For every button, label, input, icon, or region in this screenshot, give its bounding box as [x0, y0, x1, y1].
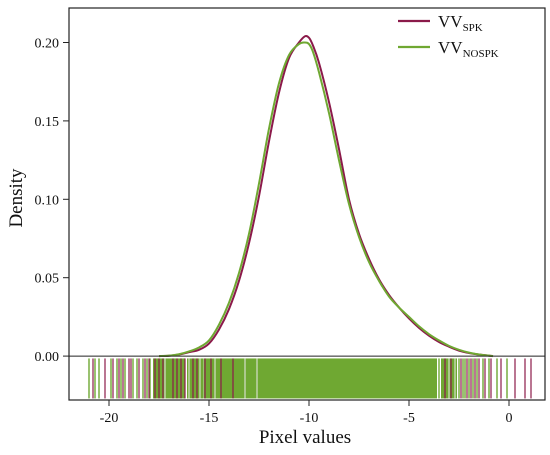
x-tick-label: -15	[200, 411, 219, 426]
density-line-nospk	[158, 41, 494, 358]
rug-green-band-0	[153, 358, 185, 399]
x-axis-label: Pixel values	[259, 427, 351, 448]
y-tick-label: 0.00	[35, 350, 60, 365]
axis-layer: 0.00 0.05 0.10 0.15 0.20 -20 -15 -10 -5 0 Pixel va…	[6, 7, 546, 448]
y-tick-label: 0.20	[35, 36, 60, 51]
x-tick-label: -20	[100, 411, 119, 426]
rug-green-band-2	[205, 358, 437, 399]
rug-layer	[88, 358, 532, 399]
y-tick-label: 0.10	[35, 193, 60, 208]
y-tick-label: 0.05	[35, 272, 60, 287]
x-tick-label: -10	[300, 411, 319, 426]
curve-layer	[158, 34, 494, 358]
y-axis-label: Density	[6, 168, 27, 228]
legend-label-spk: VVSPK	[438, 12, 483, 34]
x-tick-label: 0	[506, 411, 513, 426]
x-tick-label: -5	[403, 411, 415, 426]
legend: VVSPK VVNOSPK	[398, 12, 499, 60]
legend-label-nospk: VVNOSPK	[438, 38, 499, 60]
y-tick-label: 0.15	[35, 115, 60, 130]
plot-frame	[68, 7, 546, 401]
rug-green-band-1	[187, 358, 203, 399]
density-line-spk	[158, 34, 494, 358]
